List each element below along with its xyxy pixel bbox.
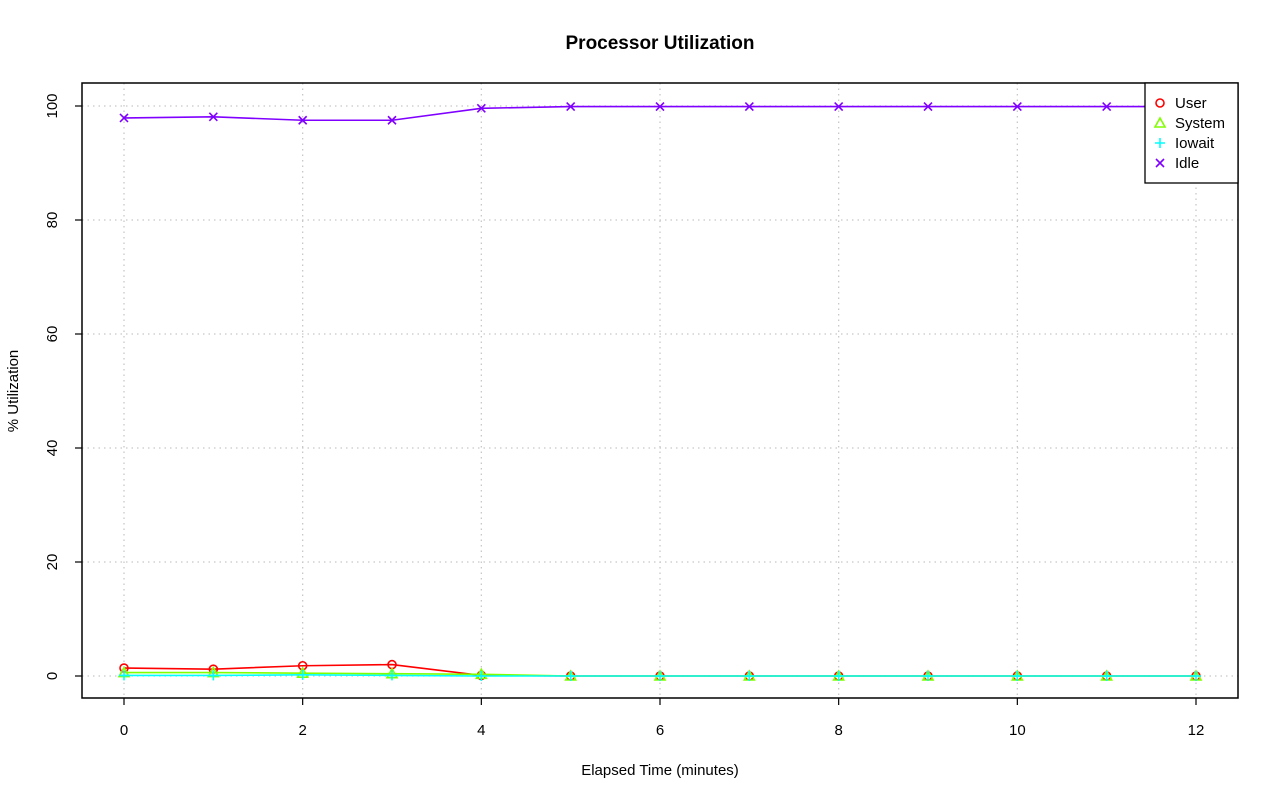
data-point-iowait: [1101, 671, 1112, 681]
legend: User System Iowait Idle: [1144, 82, 1239, 184]
legend-label-user: User: [1175, 95, 1207, 112]
legend-label-idle: Idle: [1175, 155, 1199, 172]
data-point-iowait: [833, 671, 844, 681]
data-point-iowait: [1012, 671, 1023, 681]
axes: 0 2 4 6 8 10 12 0 20 40 60 80 100: [44, 93, 1204, 739]
chart-title: Processor Utilization: [566, 33, 755, 54]
y-tick-label: 100: [44, 93, 61, 118]
legend-label-iowait: Iowait: [1175, 135, 1215, 152]
legend-marker-iowait: [1155, 138, 1165, 148]
data-point-iowait: [565, 671, 576, 681]
x-tick-label: 10: [1009, 722, 1026, 739]
y-tick-label: 60: [44, 326, 61, 343]
data-point-idle: [119, 113, 129, 123]
data-point-idle: [834, 102, 844, 112]
x-tick-label: 2: [298, 722, 306, 739]
x-tick-label: 0: [120, 722, 128, 739]
data-point-idle: [566, 102, 576, 112]
x-tick-label: 8: [834, 722, 842, 739]
x-axis-label: Elapsed Time (minutes): [581, 762, 739, 779]
data-point-idle: [208, 112, 218, 122]
y-tick-label: 40: [44, 440, 61, 457]
x-tick-label: 12: [1188, 722, 1205, 739]
series-layer: [117, 102, 1203, 681]
data-point-iowait: [744, 671, 755, 681]
data-point-iowait: [119, 670, 129, 681]
series-line-idle: [123, 105, 1196, 122]
data-point-iowait: [297, 669, 308, 680]
data-point-iowait: [655, 671, 665, 681]
data-point-iowait: [208, 670, 219, 681]
legend-label-system: System: [1175, 115, 1225, 132]
data-point-idle: [387, 115, 397, 125]
x-tick-label: 6: [656, 722, 664, 739]
y-tick-label: 80: [44, 212, 61, 229]
x-tick-label: 4: [477, 722, 485, 739]
data-point-idle: [298, 115, 308, 125]
data-point-idle: [476, 103, 486, 113]
data-point-iowait: [923, 671, 933, 681]
data-point-idle: [923, 102, 933, 112]
y-axis-label: % Utilization: [5, 350, 22, 433]
series-iowait: [119, 669, 1201, 681]
legend-marker-user: [1155, 98, 1165, 108]
data-point-idle: [655, 102, 665, 112]
data-point-idle: [1012, 102, 1022, 112]
grid-lines: [82, 83, 1238, 698]
data-point-idle: [744, 102, 754, 112]
data-point-iowait: [1191, 671, 1201, 681]
series-idle: [119, 102, 1201, 125]
data-point-idle: [1102, 102, 1112, 112]
y-tick-label: 0: [44, 672, 61, 680]
legend-marker-idle: [1155, 158, 1165, 168]
legend-marker-system: [1153, 116, 1167, 128]
data-point-iowait: [476, 671, 487, 681]
y-tick-label: 20: [44, 554, 61, 571]
data-point-iowait: [387, 670, 397, 681]
